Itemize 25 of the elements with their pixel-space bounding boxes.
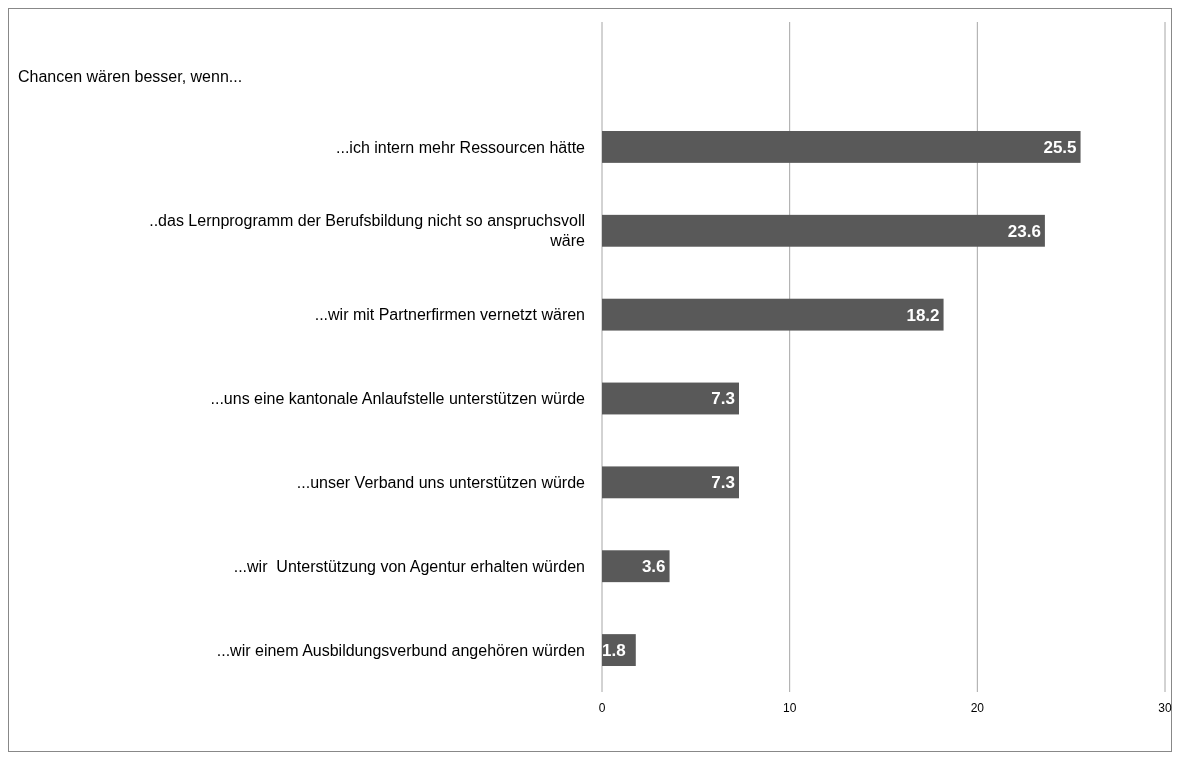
data-label: 7.3 bbox=[711, 389, 735, 409]
bar bbox=[602, 131, 1081, 163]
bar bbox=[602, 550, 670, 583]
data-label: 1.8 bbox=[602, 641, 626, 661]
bar bbox=[602, 214, 1045, 247]
bar bbox=[602, 466, 739, 499]
y-tick-label: ...wir mit Partnerfirmen vernetzt wären bbox=[314, 306, 585, 324]
y-tick-label: ...uns eine kantonale Anlaufstelle unterstützen würde bbox=[210, 390, 586, 408]
y-tick-label: ...ich intern mehr Ressourcen hätte bbox=[335, 138, 586, 156]
bar bbox=[602, 298, 944, 331]
data-label: 25.5 bbox=[1043, 137, 1077, 157]
data-label: 7.3 bbox=[711, 473, 735, 493]
bar bbox=[602, 382, 739, 415]
text: Chancen wären besser, wenn... bbox=[18, 67, 243, 85]
x-tick-label: 30 bbox=[1158, 701, 1172, 715]
data-label: 3.6 bbox=[641, 557, 666, 577]
x-tick-label: 0 bbox=[598, 701, 606, 715]
y-tick-label: ..das Lernprogramm der Berufsbildung nicht so anspruchsvoll wäre bbox=[149, 212, 586, 250]
x-tick-label: 10 bbox=[782, 701, 797, 715]
data-label: 23.6 bbox=[1007, 221, 1041, 241]
data-label: 18.2 bbox=[906, 305, 940, 325]
y-tick-label: ...unser Verband uns unterstützen würde bbox=[296, 473, 586, 491]
y-tick-label: ...wir Unterstützung von Agentur erhalten würden bbox=[233, 557, 585, 575]
x-tick-label: 20 bbox=[970, 701, 985, 715]
y-tick-label: ...wir einem Ausbildungsverbund angehören würden bbox=[216, 641, 585, 659]
